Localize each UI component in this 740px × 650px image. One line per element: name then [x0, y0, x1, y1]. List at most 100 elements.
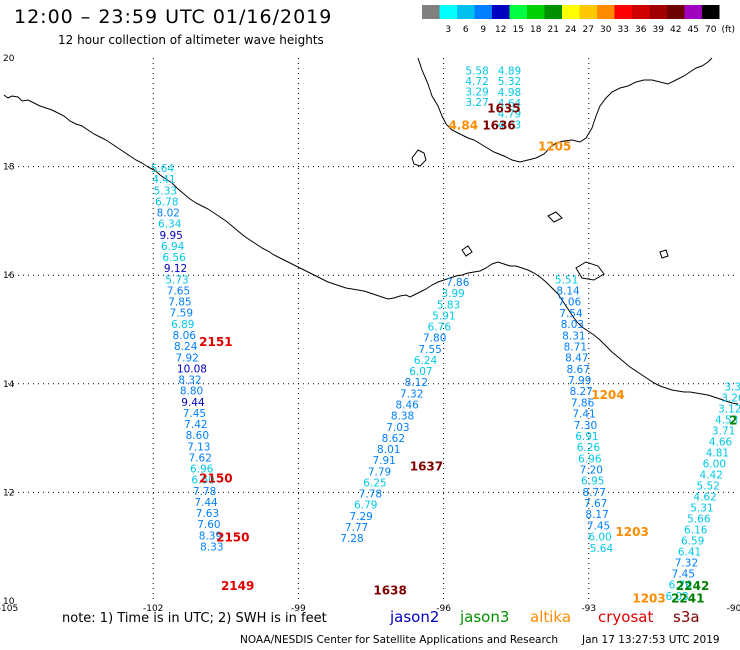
colorbar-swatch	[509, 5, 527, 19]
pass-time-labels: 2151 2150 2150 2149 1637 1638 1635 1636 4.84 1205…	[199, 101, 737, 605]
pass-time-label: 2151	[199, 335, 232, 349]
wave-height-value: 7.65	[167, 285, 190, 297]
colorbar-label: 3	[445, 25, 451, 35]
wave-height-value: 4.64	[498, 98, 522, 110]
wave-height-value: 3.34	[724, 381, 740, 393]
lon-tick-label: -99	[291, 604, 306, 614]
wave-height-value: 5.73	[165, 274, 188, 286]
wave-height-value: 8.14	[556, 286, 580, 298]
colorbar-swatch	[492, 5, 510, 19]
wave-height-value: 6.60	[191, 475, 214, 487]
wave-height-value: 5.83	[437, 299, 460, 311]
lat-lon-grid: -105 -102 -99 -96 -93 -90 20 18 16 14 12 10	[0, 54, 740, 614]
credit-line: NOAA/NESDIS Center for Satellite Applica…	[240, 634, 558, 646]
wave-height-value: 8.39	[199, 530, 222, 542]
wave-height-value: 8.67	[567, 364, 590, 376]
wave-height-value: 6.76	[428, 322, 452, 334]
wave-height-value: 8.80	[180, 386, 203, 398]
colorbar-swatch	[579, 5, 597, 19]
colorbar-swatch	[614, 5, 632, 19]
wave-height-value: 6.24	[414, 355, 438, 367]
wave-height-value: 6.16	[684, 525, 708, 537]
wave-height-value: 6.00	[588, 532, 611, 544]
wave-height-value: 6.41	[678, 547, 701, 559]
colorbar-label: 45	[688, 25, 699, 35]
colorbar-label: 36	[635, 25, 647, 35]
wave-height-value: 4.66	[709, 436, 733, 448]
lake-outline-3	[575, 261, 605, 281]
wave-height-value: 6.03	[665, 591, 688, 603]
wave-height-value: 7.63	[196, 508, 219, 520]
wave-height-value: 6.96	[578, 453, 602, 465]
wave-height-value: 6.59	[681, 536, 704, 548]
colorbar-label: 9	[480, 25, 486, 35]
wave-height-value: 8.46	[395, 400, 419, 412]
wave-height-value: 5.52	[696, 481, 719, 493]
map-title: 12:00 – 23:59 UTC 01/16/2019	[14, 6, 333, 28]
wave-height-value: 8.31	[562, 330, 585, 342]
wave-height-value: 8.32	[178, 375, 201, 387]
wave-height-value: 7.92	[175, 352, 198, 364]
wave-height-value: 7.80	[423, 333, 446, 345]
lake-outline	[411, 149, 427, 167]
wave-height-value: 4.41	[152, 174, 175, 186]
gulf-coastline	[417, 57, 713, 163]
wave-height-value: 5.66	[687, 514, 711, 526]
wave-height-value: 5.51	[555, 274, 578, 286]
colorbar-swatch	[684, 5, 702, 19]
pass-time-label: 1638	[373, 583, 406, 597]
colorbar-swatch	[422, 5, 440, 19]
wave-height-value: 8.17	[585, 509, 608, 521]
wave-height-value: 7.54	[559, 308, 583, 320]
wave-height-value: 3.26	[721, 392, 740, 404]
lon-tick-label: -90	[727, 604, 740, 614]
wave-height-value: 7.85	[168, 297, 191, 309]
colorbar-swatch	[667, 5, 685, 19]
colorbar-swatch	[457, 5, 475, 19]
wave-height-value: 6.89	[171, 319, 194, 331]
wave-height-value: 3.99	[441, 288, 464, 300]
lat-tick-label: 18	[3, 163, 15, 173]
legend-s3a: s3a	[673, 608, 700, 626]
wave-height-values: 5.644.415.336.788.026.349.956.946.569.12…	[151, 65, 740, 602]
wave-height-value: 7.45	[672, 569, 695, 581]
colorbar-label: 24	[565, 25, 577, 35]
wave-height-value: 9.12	[164, 263, 187, 275]
lon-tick-label: -105	[0, 604, 18, 614]
pass-time-label: 1635	[487, 101, 520, 115]
wave-height-value: 7.99	[568, 375, 591, 387]
wave-height-value: 7.67	[584, 498, 607, 510]
wave-height-value: 8.71	[564, 341, 587, 353]
wave-height-value: 10.08	[177, 363, 207, 375]
lat-tick-label: 20	[3, 54, 15, 64]
colorbar-label: 30	[600, 25, 612, 35]
wave-height-value: 8.06	[173, 330, 197, 342]
wave-height-value: 7.62	[189, 452, 212, 464]
wave-height-value: 7.78	[193, 486, 216, 498]
wave-height-value: 6.56	[162, 252, 186, 264]
wave-height-value: 7.13	[187, 441, 210, 453]
wave-height-value: 8.38	[391, 411, 414, 423]
pass-time-label: 2242	[676, 579, 709, 593]
lat-tick-label: 10	[3, 597, 15, 607]
wave-height-value: 7.20	[580, 465, 603, 477]
wave-height-value: 5.64	[590, 543, 614, 555]
wave-height-value: 4.72	[465, 76, 488, 88]
wave-height-value: 5.91	[432, 310, 455, 322]
wave-height-value: 7.03	[386, 422, 409, 434]
wave-height-value: 8.62	[382, 433, 405, 445]
colorbar-label: 33	[618, 25, 629, 35]
colorbar-swatch	[439, 5, 457, 19]
wave-height-value: 6.95	[581, 476, 604, 488]
wave-height-value: 7.86	[571, 397, 595, 409]
wave-height-value: 6.78	[155, 196, 178, 208]
wave-height-value: 9.44	[181, 397, 205, 409]
wave-height-value: 8.27	[569, 386, 592, 398]
mexico-coastline	[3, 94, 739, 405]
legend-jason2: jason2	[390, 608, 440, 626]
lon-tick-label: -102	[143, 604, 163, 614]
wave-height-value: 7.77	[345, 522, 368, 534]
colorbar-label: 27	[583, 25, 594, 35]
pass-time-label: 1204	[591, 388, 624, 402]
